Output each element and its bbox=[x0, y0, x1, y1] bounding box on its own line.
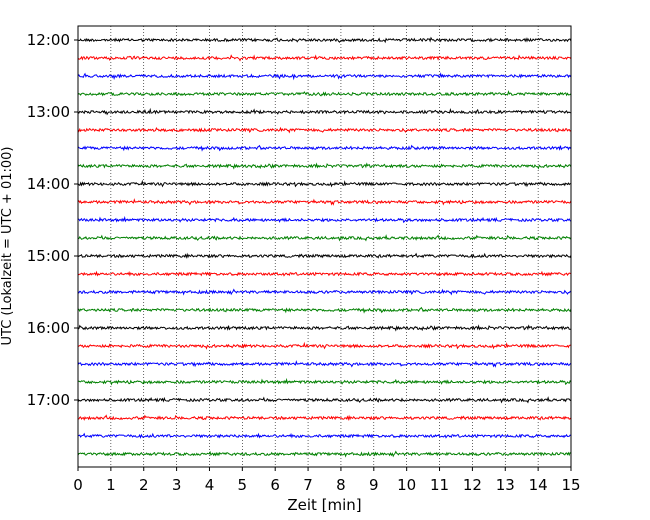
trace-1630 bbox=[77, 360, 572, 368]
trace-1415 bbox=[77, 198, 572, 206]
trace-1430 bbox=[77, 215, 572, 224]
x-tick-label: 5 bbox=[238, 476, 248, 494]
trace-1715 bbox=[77, 414, 572, 421]
trace-1600 bbox=[77, 324, 572, 332]
x-axis-ticks: 0 1 2 3 4 5 6 7 8 9 10 11 12 13 14 15 bbox=[73, 467, 581, 494]
trace-1315 bbox=[77, 126, 572, 134]
x-tick-label: 10 bbox=[397, 476, 416, 494]
trace-1245 bbox=[77, 90, 572, 97]
trace-1445 bbox=[77, 234, 572, 242]
y-axis-label: UTC (Lokalzeit = UTC + 01:00) bbox=[0, 147, 15, 346]
x-tick-label: 4 bbox=[205, 476, 215, 494]
x-tick-label: 7 bbox=[303, 476, 313, 494]
y-tick-label: 13:00 bbox=[27, 103, 70, 121]
trace-1745 bbox=[77, 450, 572, 458]
x-tick-label: 12 bbox=[463, 476, 482, 494]
y-tick-label: 15:00 bbox=[27, 247, 70, 265]
plot-frame bbox=[77, 25, 572, 468]
trace-1515 bbox=[77, 270, 572, 277]
x-tick-label: 6 bbox=[270, 476, 280, 494]
trace-1300 bbox=[77, 107, 572, 116]
y-tick-label: 12:00 bbox=[27, 31, 70, 49]
x-tick-label: 14 bbox=[529, 476, 548, 494]
x-tick-label: 15 bbox=[561, 476, 580, 494]
y-tick-label: 14:00 bbox=[27, 175, 70, 193]
trace-1330 bbox=[77, 144, 572, 152]
trace-1545 bbox=[77, 306, 572, 314]
trace-1400 bbox=[77, 179, 572, 188]
trace-1615 bbox=[77, 341, 572, 350]
trace-1700 bbox=[77, 396, 572, 404]
x-tick-label: 1 bbox=[106, 476, 116, 494]
trace-1645 bbox=[77, 377, 572, 386]
x-tick-label: 0 bbox=[73, 476, 83, 494]
x-axis-label: Zeit [min] bbox=[287, 496, 361, 514]
trace-1200 bbox=[77, 36, 572, 44]
y-axis-ticks: 12:00 13:00 14:00 15:00 16:00 17:00 bbox=[27, 31, 78, 409]
y-tick-label: 17:00 bbox=[27, 391, 70, 409]
trace-1530 bbox=[77, 288, 572, 296]
x-tick-label: 3 bbox=[172, 476, 182, 494]
trace-1345 bbox=[77, 162, 572, 170]
x-tick-label: 2 bbox=[139, 476, 149, 494]
trace-1215 bbox=[77, 54, 572, 62]
x-tick-label: 8 bbox=[336, 476, 346, 494]
x-tick-label: 9 bbox=[369, 476, 379, 494]
y-tick-label: 16:00 bbox=[27, 319, 70, 337]
trace-1730 bbox=[77, 432, 572, 439]
trace-1500 bbox=[77, 252, 572, 259]
x-tick-label: 11 bbox=[430, 476, 449, 494]
x-tick-label: 13 bbox=[496, 476, 515, 494]
seismogram-traces bbox=[77, 36, 572, 458]
trace-1230 bbox=[77, 72, 572, 81]
